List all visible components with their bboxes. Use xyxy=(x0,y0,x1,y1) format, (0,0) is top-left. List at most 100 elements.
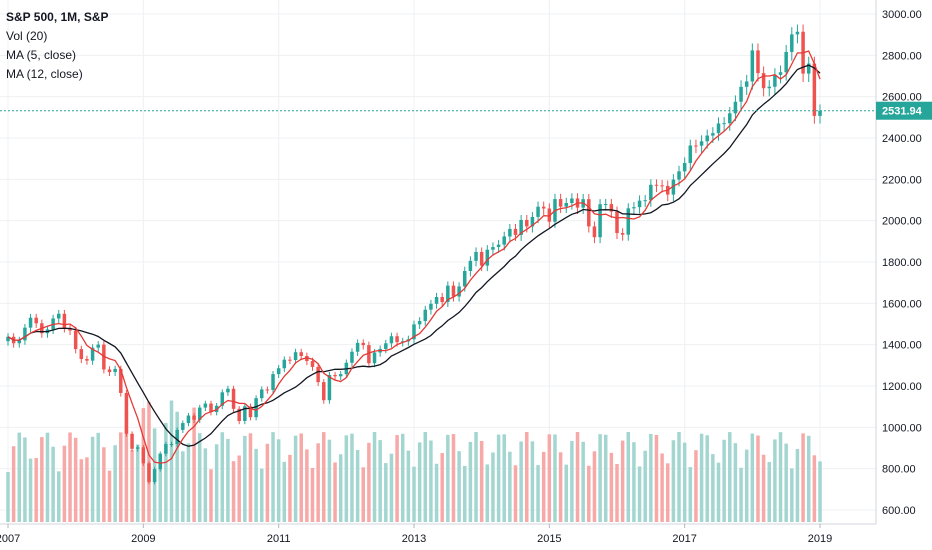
volume-bar xyxy=(671,440,676,522)
volume-bar xyxy=(350,433,354,522)
candle-body xyxy=(643,200,647,202)
candle-body xyxy=(711,133,715,136)
candle-body xyxy=(654,184,659,186)
volume-bar xyxy=(440,453,444,522)
candle-body xyxy=(609,204,614,212)
candle-body xyxy=(209,403,213,413)
volume-bar xyxy=(372,432,377,522)
volume-bar xyxy=(446,434,450,522)
candle-body xyxy=(598,204,602,238)
volume-bar xyxy=(226,438,230,522)
volume-bar xyxy=(85,457,89,522)
candle-body xyxy=(130,433,134,449)
volume-bar xyxy=(722,439,726,522)
volume-bar xyxy=(790,468,794,522)
candle-body xyxy=(57,313,61,319)
volume-bar xyxy=(310,467,315,522)
candle-body xyxy=(203,403,208,408)
volume-bar xyxy=(705,435,709,522)
candle-body xyxy=(254,398,258,418)
candle-body xyxy=(271,374,275,391)
candle-body xyxy=(169,444,174,446)
candle-body xyxy=(299,352,303,356)
candle-body xyxy=(158,453,162,470)
candle-body xyxy=(265,389,270,391)
candle-body xyxy=(322,382,326,401)
ma5-indicator-label[interactable]: MA (5, close) xyxy=(6,48,77,62)
ma12-indicator-label[interactable]: MA (12, close) xyxy=(6,67,83,81)
volume-bar xyxy=(62,445,67,522)
volume-bar xyxy=(744,449,749,522)
candle-body xyxy=(243,406,247,421)
candle-body xyxy=(192,415,196,420)
volume-bar xyxy=(305,449,309,522)
volume-bar xyxy=(293,435,298,522)
volume-bar xyxy=(423,432,428,522)
volume-bar xyxy=(592,451,597,522)
price-axis[interactable]: 600.00 800.00 1000.00 1200.00 1400.00 1600.00… xyxy=(875,0,922,524)
volume-bar xyxy=(367,442,371,522)
candle-body xyxy=(440,296,444,303)
candle-body xyxy=(756,50,760,74)
volume-bar xyxy=(620,440,625,522)
volume-bar xyxy=(513,465,518,522)
volume-bar xyxy=(739,467,743,522)
symbol-title[interactable]: S&P 500, 1M, S&P xyxy=(6,10,109,24)
candle-body xyxy=(541,206,546,209)
volume-indicator-label[interactable]: Vol (20) xyxy=(6,29,48,43)
candle-body xyxy=(761,73,766,89)
price-tick-label: 1600.00 xyxy=(882,298,922,310)
candle-body xyxy=(496,244,501,248)
candle-body xyxy=(457,286,461,297)
candle-body xyxy=(186,415,191,424)
volume-bar xyxy=(756,435,760,522)
candle-body xyxy=(197,407,202,420)
candle-body xyxy=(17,340,22,344)
candle-body xyxy=(632,207,636,209)
candle-body xyxy=(525,219,529,227)
volume-bar xyxy=(90,436,95,522)
candle-body xyxy=(175,429,179,445)
candle-body xyxy=(316,366,320,383)
candle-body xyxy=(716,123,721,134)
volume-bar xyxy=(214,444,219,522)
volume-bar xyxy=(818,461,822,522)
volume-bar xyxy=(119,432,123,522)
volume-bar xyxy=(541,451,546,522)
time-tick-label: 2007 xyxy=(0,533,20,545)
volume-bar xyxy=(276,439,281,522)
volume-bar xyxy=(508,451,512,522)
candle-body xyxy=(784,51,788,73)
time-axis[interactable]: 2007 2009 2011 2013 2015 2017 2019 xyxy=(0,523,876,545)
price-tick-label: 2800.00 xyxy=(882,50,922,62)
volume-bar xyxy=(186,443,191,522)
candle-body xyxy=(637,200,642,208)
volume-bar xyxy=(733,443,738,522)
volume-bar xyxy=(220,432,225,522)
volume-bar xyxy=(801,433,805,522)
volume-bar xyxy=(761,454,766,522)
candle-body xyxy=(181,423,185,430)
candle-body xyxy=(124,392,129,434)
volume-bar xyxy=(468,441,473,522)
volume-bar xyxy=(68,432,72,522)
candle-body xyxy=(558,199,563,207)
volume-bar xyxy=(581,441,585,522)
candle-body xyxy=(530,216,535,227)
candle-body xyxy=(107,369,112,373)
price-tick-label: 2600.00 xyxy=(882,92,922,104)
volume-bar xyxy=(773,439,777,522)
volume-bar xyxy=(677,432,681,522)
volume-bar xyxy=(102,447,106,522)
candle-body xyxy=(733,101,738,114)
volume-bar xyxy=(203,448,208,522)
candle-body xyxy=(6,336,10,342)
candle-body xyxy=(790,34,794,52)
volume-bar xyxy=(502,434,506,522)
price-tick-label: 2200.00 xyxy=(882,174,922,186)
candle-body xyxy=(603,204,608,206)
candle-body xyxy=(79,349,84,360)
last-price-badge xyxy=(876,101,932,120)
candle-body xyxy=(231,388,236,409)
